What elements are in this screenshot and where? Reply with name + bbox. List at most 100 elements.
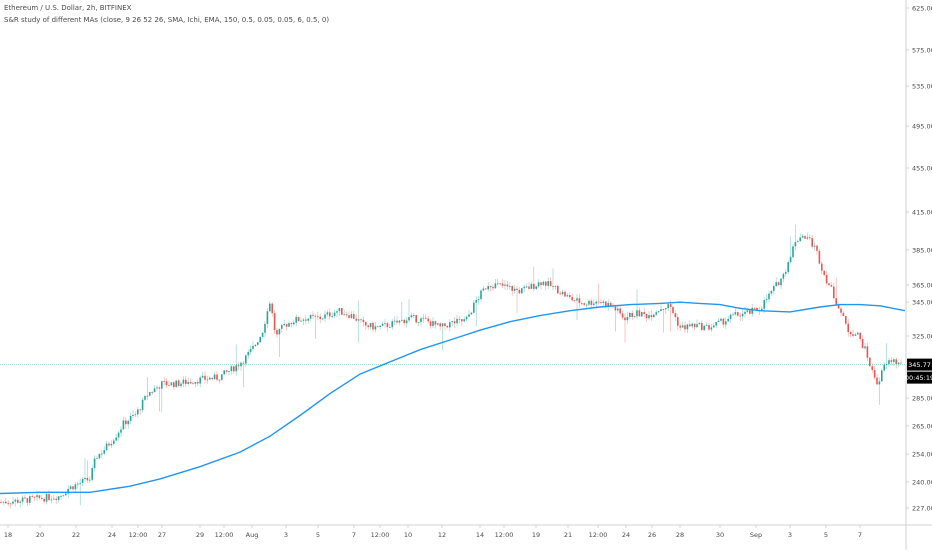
y-tick-label: 455.00 (912, 165, 932, 173)
candle-body (842, 312, 845, 317)
candle-body (444, 323, 446, 327)
x-tick-label: 24 (622, 531, 630, 539)
candle-body (734, 312, 737, 315)
candle-body (859, 332, 861, 340)
candle-body (633, 316, 636, 318)
candle-body (386, 323, 389, 328)
candle-body (576, 298, 578, 301)
ema-150-line (0, 301, 906, 495)
x-tick-label: 22 (72, 531, 80, 539)
y-tick-label: 535.00 (912, 83, 932, 91)
candle-body (449, 322, 451, 328)
candle-body (321, 318, 324, 320)
candle-body (847, 323, 849, 332)
candle-body (173, 382, 175, 388)
last-price-value: 345.77 (908, 361, 931, 369)
x-tick-label: 10 (404, 531, 412, 539)
candle-body (230, 366, 233, 372)
candle-body (261, 332, 264, 337)
candle-body (451, 321, 453, 323)
candle-body (530, 283, 533, 289)
candle-body (108, 443, 110, 446)
candle-body (338, 308, 341, 312)
candle-body (710, 327, 713, 330)
candle-body (429, 321, 432, 326)
candle-body (557, 286, 559, 294)
candle-body (175, 380, 177, 388)
candle-body (751, 307, 753, 314)
candle-body (864, 346, 866, 349)
candle-body (288, 323, 290, 327)
x-tick-label: 3 (284, 531, 288, 539)
candle-body (691, 323, 693, 327)
candle-body (857, 332, 859, 335)
candle-body (201, 375, 204, 378)
candle-body (228, 371, 230, 372)
candle-body (343, 314, 345, 316)
candle-body (561, 291, 564, 295)
candle-body (506, 284, 509, 287)
study-title[interactable]: S&R study of different MAs (close, 9 26 … (4, 16, 330, 24)
candle-body (888, 360, 890, 365)
candle-body (137, 409, 139, 415)
candle-body (218, 379, 221, 381)
candle-body (417, 322, 420, 324)
candle-body (398, 320, 401, 323)
candle-body (105, 443, 108, 451)
candle-body (876, 377, 878, 385)
candle-body (278, 328, 281, 335)
candle-body (813, 245, 816, 247)
candle-body (57, 496, 60, 500)
candle-body (50, 499, 53, 501)
candle-body (60, 496, 62, 497)
candle-body (765, 299, 768, 301)
candle-body (775, 282, 777, 287)
candle-body (91, 468, 93, 480)
candle-body (269, 303, 271, 312)
candle-body (595, 301, 597, 304)
candle-body (703, 325, 705, 331)
candle-body (36, 495, 38, 498)
candle-body (804, 236, 806, 239)
candle-body (221, 374, 223, 380)
candle-body (785, 272, 787, 274)
candle-body (180, 383, 182, 386)
candle-body (420, 318, 422, 323)
candle-body (163, 381, 165, 383)
candle-body (458, 318, 461, 320)
candle-body (883, 364, 885, 371)
candle-body (869, 357, 871, 367)
candle-body (881, 370, 883, 382)
candle-body (67, 488, 69, 494)
candle-body (110, 443, 113, 446)
x-tick-label: 7 (352, 531, 356, 539)
candle-body (480, 290, 482, 300)
candle-body (597, 301, 600, 303)
candle-body (900, 362, 902, 364)
candle-body (564, 291, 566, 297)
candle-body (129, 416, 132, 421)
candle-body (770, 290, 773, 294)
y-tick-label: 240.00 (912, 479, 932, 487)
candle-body (792, 246, 794, 258)
candle-body (705, 325, 708, 326)
candle-body (631, 312, 633, 317)
candle-body (540, 282, 542, 285)
candle-body (117, 432, 120, 438)
candle-body (127, 420, 129, 425)
symbol-title[interactable]: Ethereum / U.S. Dollar, 2h, BITFINEX (4, 4, 132, 12)
candle-body (72, 486, 74, 490)
candle-body (566, 295, 569, 297)
candle-body (377, 326, 379, 328)
candle-body (415, 315, 417, 323)
candle-body (794, 242, 797, 247)
candle-body (247, 352, 249, 356)
candle-body (170, 382, 173, 386)
candle-body (31, 496, 33, 498)
candle-body (835, 298, 837, 305)
candle-body (29, 496, 31, 503)
candle-body (189, 382, 192, 384)
candle-body (144, 395, 146, 400)
